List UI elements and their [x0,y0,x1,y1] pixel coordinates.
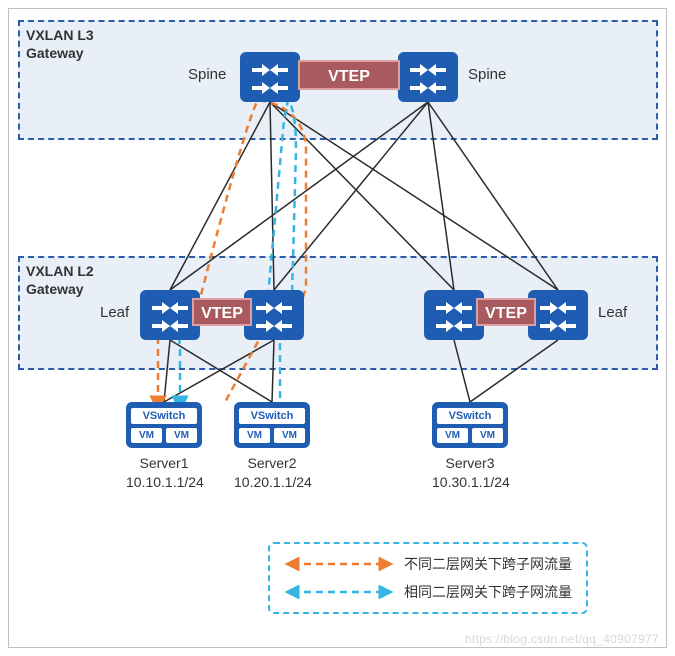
server-3: VSwitch VM VM Server3 10.30.1.1/24 [432,402,508,492]
legend-blue-label: 相同二层网关下跨子网流量 [404,582,572,602]
server-ip: 10.20.1.1/24 [234,473,310,492]
server-name: Server2 [234,454,310,473]
legend-orange-label: 不同二层网关下跨子网流量 [404,554,572,574]
spine-switch-1 [240,52,300,102]
server-name: Server1 [126,454,202,473]
server-ip: 10.30.1.1/24 [432,473,508,492]
vm-chip: VM [131,428,162,443]
vm-chip: VM [472,428,503,443]
legend-row-blue: 相同二层网关下跨子网流量 [284,582,572,602]
server-ip: 10.10.1.1/24 [126,473,202,492]
vswitch-chip: VSwitch [131,408,197,424]
server-1: VSwitch VM VM Server1 10.10.1.1/24 [126,402,202,492]
vm-chip: VM [274,428,305,443]
vtep-badge-leaf-left: VTEP [192,298,252,326]
watermark-text: https://blog.csdn.net/qq_40907977 [465,632,659,646]
legend-row-orange: 不同二层网关下跨子网流量 [284,554,572,574]
leaf-switch-3 [424,290,484,340]
l2-gateway-label: VXLAN L2Gateway [26,262,94,298]
leaf-switch-2 [244,290,304,340]
leaf-switch-4 [528,290,588,340]
vm-chip: VM [437,428,468,443]
legend-line-blue-icon [284,585,394,599]
vtep-badge-spine: VTEP [298,60,400,90]
vswitch-chip: VSwitch [239,408,305,424]
vm-chip: VM [239,428,270,443]
leaf-label-right: Leaf [598,304,627,321]
vtep-badge-leaf-right: VTEP [476,298,536,326]
spine-switch-2 [398,52,458,102]
spine-label-right: Spine [468,66,506,83]
server-name: Server3 [432,454,508,473]
legend-box: 不同二层网关下跨子网流量 相同二层网关下跨子网流量 [268,542,588,614]
leaf-label-left: Leaf [100,304,129,321]
vswitch-chip: VSwitch [437,408,503,424]
vm-chip: VM [166,428,197,443]
l3-gateway-label: VXLAN L3Gateway [26,26,94,62]
server-2: VSwitch VM VM Server2 10.20.1.1/24 [234,402,310,492]
spine-label-left: Spine [188,66,226,83]
leaf-switch-1 [140,290,200,340]
legend-line-orange-icon [284,557,394,571]
